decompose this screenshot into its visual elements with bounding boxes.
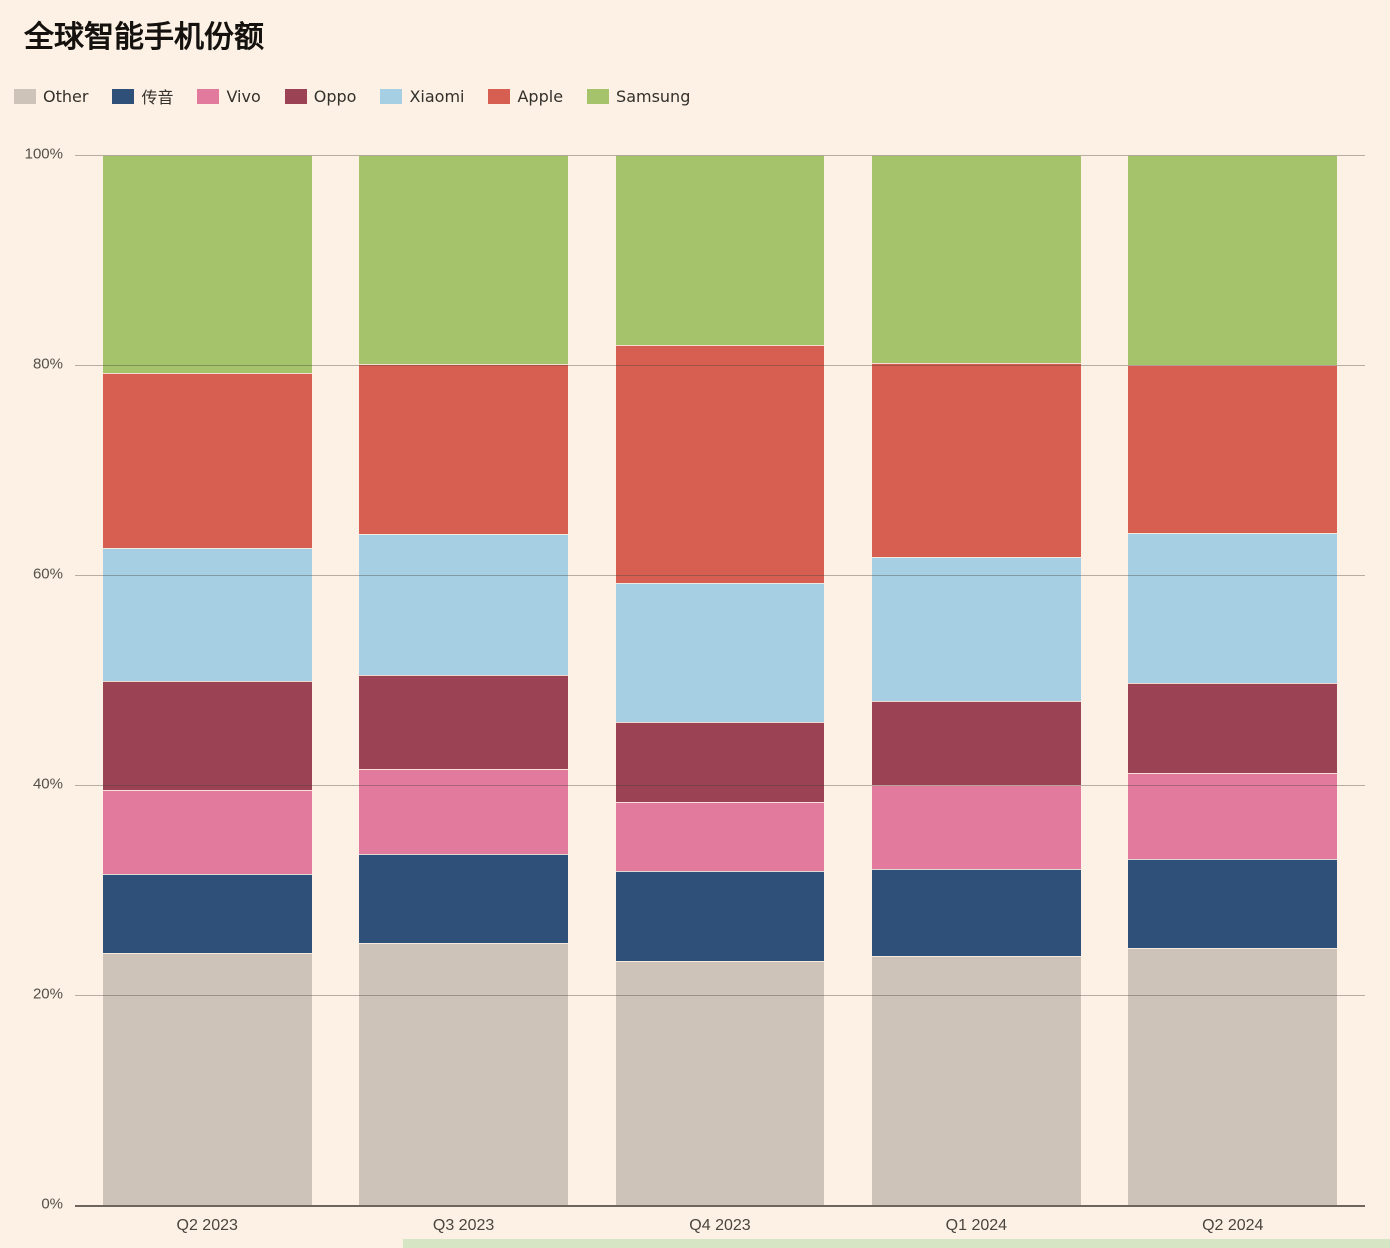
bottom-strip: [403, 1239, 1390, 1248]
legend-swatch: [14, 88, 36, 104]
segment-Oppo[interactable]: [359, 674, 569, 770]
legend-swatch: [488, 88, 511, 104]
gridline-20: [75, 995, 1365, 996]
legend-item-3[interactable]: Oppo: [284, 86, 357, 106]
legend: Other 传音 Vivo Oppo Xiaomi Apple Samsung: [14, 84, 690, 108]
stacked-bar-chart: 0% 20% 40% 60% 80% 100% Q2 2023 Q3 2023 Q4 2023…: [25, 146, 1365, 1235]
segment-Xiaomi[interactable]: [871, 557, 1081, 702]
segment-Other[interactable]: [871, 956, 1081, 1205]
x-tick-label: Q1 2024: [945, 1217, 1008, 1234]
gridline-40: [75, 785, 1365, 786]
segment-Xiaomi[interactable]: [1128, 533, 1338, 684]
segment-Samsung[interactable]: [1128, 155, 1338, 366]
segment-Xiaomi[interactable]: [359, 534, 569, 675]
segment-传音[interactable]: [871, 869, 1081, 957]
legend-label: Vivo: [226, 86, 261, 106]
gridline-100: [75, 155, 1365, 156]
bar-q3-2023: [359, 155, 569, 1205]
segment-Vivo[interactable]: [359, 769, 569, 855]
y-tick-label: 0%: [41, 1195, 63, 1213]
segment-传音[interactable]: [102, 874, 312, 953]
segment-传音[interactable]: [1128, 858, 1338, 948]
legend-label: Oppo: [313, 86, 357, 106]
segment-Samsung[interactable]: [871, 155, 1081, 363]
y-tick-label: 40%: [32, 775, 63, 793]
y-tick-label: 100%: [24, 145, 63, 163]
x-axis: Q2 2023 Q3 2023 Q4 2023 Q1 2024 Q2 2024: [75, 1205, 1365, 1235]
segment-Apple[interactable]: [615, 345, 825, 584]
legend-label: Xiaomi: [409, 86, 465, 106]
gridline-0: [75, 1205, 1365, 1207]
legend-label: Samsung: [616, 86, 691, 106]
legend-swatch: [587, 88, 610, 104]
x-tick-label: Q2 2024: [1202, 1217, 1264, 1234]
segment-Oppo[interactable]: [871, 701, 1081, 786]
bar-q2-2023: [102, 155, 312, 1205]
segment-Oppo[interactable]: [102, 681, 312, 791]
legend-item-2[interactable]: Vivo: [197, 86, 261, 106]
bars-container: [75, 155, 1365, 1205]
legend-swatch: [284, 88, 307, 104]
segment-Apple[interactable]: [359, 363, 569, 535]
segment-Samsung[interactable]: [615, 155, 825, 346]
y-tick-label: 80%: [32, 355, 63, 373]
segment-Vivo[interactable]: [871, 785, 1081, 870]
segment-传音[interactable]: [615, 871, 825, 962]
segment-Vivo[interactable]: [102, 790, 312, 875]
legend-label: Other: [43, 86, 89, 106]
segment-Apple[interactable]: [1128, 365, 1338, 534]
legend-item-4[interactable]: Xiaomi: [380, 87, 464, 106]
bar-q2-2024: [1128, 155, 1338, 1205]
y-tick-label: 60%: [32, 565, 63, 583]
bar-q1-2024: [871, 155, 1081, 1205]
segment-Other[interactable]: [615, 961, 825, 1205]
segment-Vivo[interactable]: [615, 801, 825, 872]
bar-q4-2023: [615, 155, 825, 1205]
legend-swatch: [197, 88, 220, 104]
y-tick-label: 20%: [32, 985, 63, 1003]
legend-item-0[interactable]: Other: [14, 87, 88, 106]
legend-swatch: [380, 88, 403, 104]
segment-Xiaomi[interactable]: [102, 547, 312, 682]
plot-area: [75, 155, 1365, 1207]
segment-Other[interactable]: [1128, 947, 1338, 1205]
legend-swatch: [112, 88, 135, 104]
y-axis: 0% 20% 40% 60% 80% 100%: [25, 146, 69, 1213]
segment-Oppo[interactable]: [1128, 683, 1338, 774]
x-tick-label: Q2 2023: [176, 1217, 238, 1234]
legend-item-6[interactable]: Samsung: [587, 87, 690, 106]
segment-Apple[interactable]: [102, 373, 312, 548]
legend-item-1[interactable]: 传音: [112, 84, 173, 108]
segment-Samsung[interactable]: [359, 155, 569, 364]
gridline-60: [75, 575, 1365, 576]
x-tick-label: Q4 2023: [689, 1217, 751, 1234]
legend-item-5[interactable]: Apple: [488, 87, 563, 106]
legend-label: Apple: [517, 86, 564, 106]
segment-Oppo[interactable]: [615, 722, 825, 802]
segment-传音[interactable]: [359, 854, 569, 943]
segment-Vivo[interactable]: [1128, 773, 1338, 859]
x-tick-label: Q3 2023: [432, 1217, 495, 1234]
segment-Samsung[interactable]: [102, 155, 312, 374]
segment-Xiaomi[interactable]: [615, 583, 825, 723]
segment-Apple[interactable]: [871, 362, 1081, 558]
segment-Other[interactable]: [359, 942, 569, 1205]
legend-label: 传音: [141, 88, 174, 107]
chart-title: 全球智能手机份额: [24, 20, 264, 55]
segment-Other[interactable]: [102, 953, 312, 1205]
gridline-80: [75, 365, 1365, 366]
